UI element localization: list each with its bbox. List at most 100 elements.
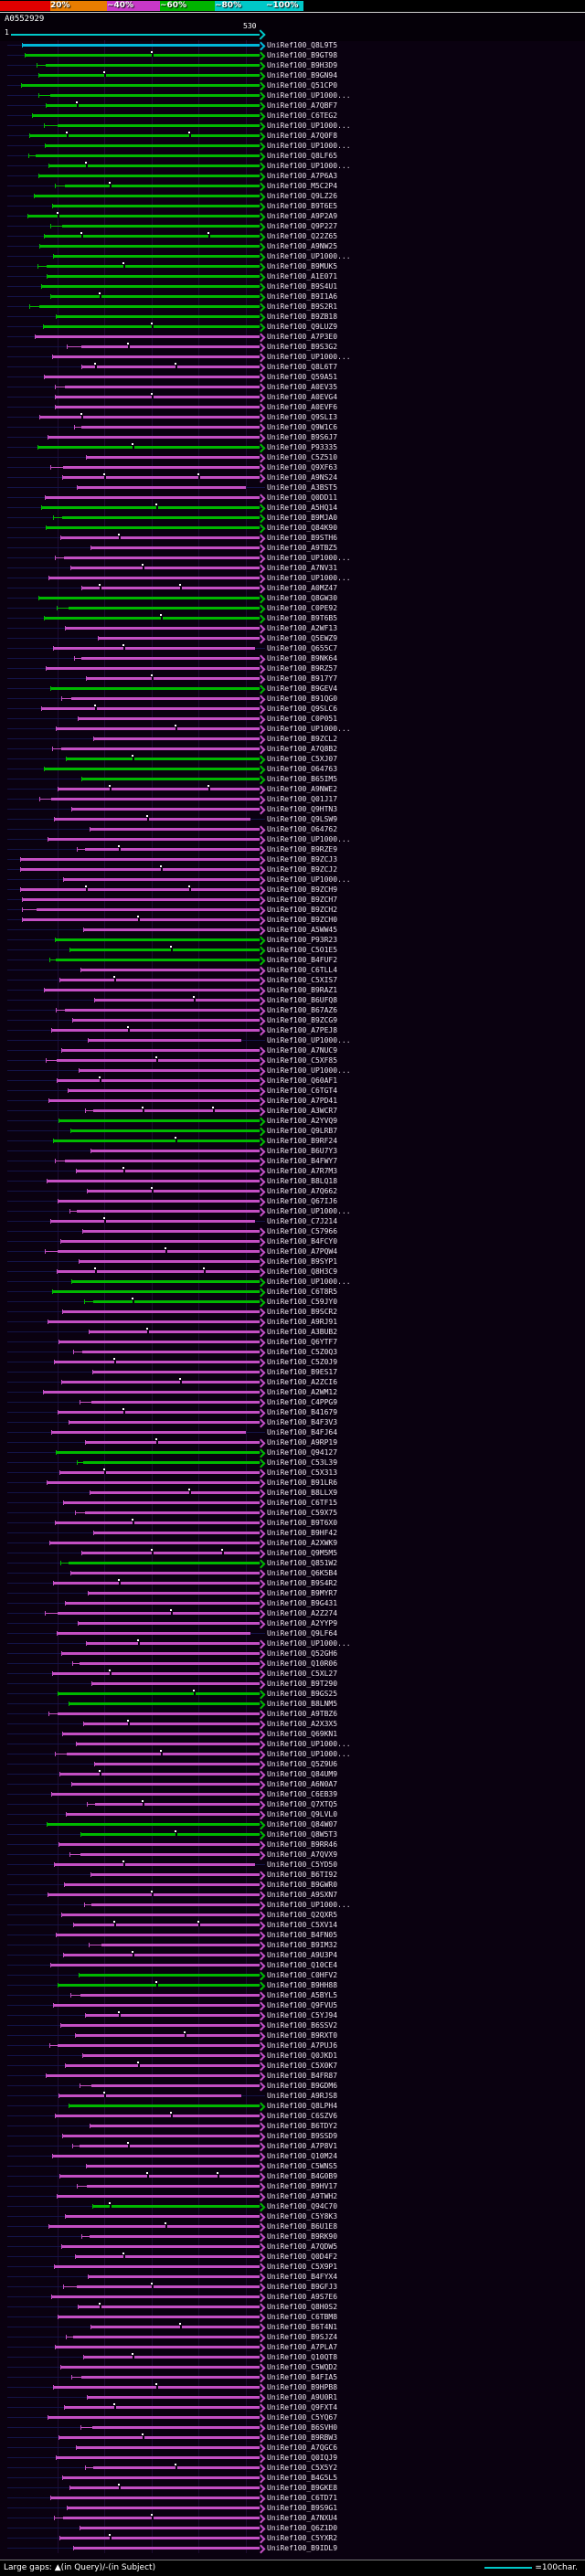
- hit-bar[interactable]: [55, 938, 261, 941]
- hit-label[interactable]: UniRef100_C5Z0Q3: [267, 1348, 338, 1356]
- alignment-row[interactable]: UniRef100_A7QVX9: [0, 1850, 585, 1860]
- hit-bar[interactable]: [45, 2074, 261, 2077]
- hit-bar[interactable]: [53, 818, 251, 821]
- hit-label[interactable]: UniRef100_B8LQ18: [267, 1177, 338, 1185]
- hit-bar[interactable]: [91, 1682, 261, 1685]
- alignment-row[interactable]: UniRef100_B9GDM6: [0, 2081, 585, 2092]
- hit-bar[interactable]: [37, 446, 261, 449]
- hit-bar[interactable]: [90, 1401, 261, 1404]
- alignment-row[interactable]: UniRef100_A7NV31: [0, 563, 585, 574]
- hit-bar[interactable]: [84, 1441, 261, 1444]
- alignment-row[interactable]: UniRef100_A7PQW4: [0, 1246, 585, 1257]
- hit-bar[interactable]: [46, 526, 261, 529]
- alignment-row[interactable]: UniRef100_B9GEV4: [0, 684, 585, 694]
- hit-label[interactable]: UniRef100_A2XWK9: [267, 1539, 338, 1547]
- alignment-row[interactable]: UniRef100_P93335: [0, 442, 585, 453]
- hit-label[interactable]: UniRef100_UP1000...: [267, 1639, 351, 1648]
- alignment-row[interactable]: UniRef100_Q9SLI3: [0, 412, 585, 423]
- hit-bar[interactable]: [46, 64, 261, 67]
- hit-bar[interactable]: [57, 1984, 261, 1987]
- hit-label[interactable]: UniRef100_A0EVG4: [267, 393, 338, 401]
- hit-bar[interactable]: [55, 727, 261, 730]
- hit-label[interactable]: UniRef100_UP1000...: [267, 1066, 351, 1075]
- alignment-row[interactable]: UniRef100_C5X0K7: [0, 2061, 585, 2072]
- hit-label[interactable]: UniRef100_Q0DD11: [267, 493, 338, 502]
- hit-label[interactable]: UniRef100_B4F3V3: [267, 1418, 338, 1426]
- alignment-row[interactable]: UniRef100_O64762: [0, 824, 585, 835]
- hit-bar[interactable]: [90, 2125, 261, 2127]
- hit-bar[interactable]: [93, 1300, 261, 1303]
- alignment-row[interactable]: UniRef100_C7J214: [0, 1216, 585, 1226]
- alignment-row[interactable]: UniRef100_B4F3V3: [0, 1417, 585, 1428]
- hit-label[interactable]: UniRef100_B9IDL9: [267, 2544, 338, 2552]
- hit-label[interactable]: UniRef100_Q9LUZ9: [267, 323, 338, 331]
- hit-bar[interactable]: [57, 1612, 261, 1615]
- hit-label[interactable]: UniRef100_A7QDW5: [267, 2242, 338, 2251]
- hit-label[interactable]: UniRef100_A7QBF7: [267, 101, 338, 110]
- hit-label[interactable]: UniRef100_B4FN05: [267, 1931, 338, 1939]
- hit-bar[interactable]: [90, 828, 261, 831]
- hit-label[interactable]: UniRef100_C6TD71: [267, 2494, 338, 2502]
- hit-bar[interactable]: [63, 466, 261, 469]
- alignment-row[interactable]: UniRef100_C6EB39: [0, 1789, 585, 1800]
- alignment-row[interactable]: UniRef100_C6TBM8: [0, 2312, 585, 2323]
- hit-bar[interactable]: [56, 1270, 261, 1273]
- hit-bar[interactable]: [57, 1411, 261, 1414]
- hit-bar[interactable]: [87, 1592, 261, 1595]
- alignment-row[interactable]: UniRef100_C6TGT4: [0, 1086, 585, 1097]
- hit-label[interactable]: UniRef100_B9ZCG9: [267, 1016, 338, 1024]
- hit-bar[interactable]: [93, 1532, 261, 1534]
- alignment-row[interactable]: UniRef100_C5YJ94: [0, 2010, 585, 2021]
- alignment-row[interactable]: UniRef100_B9GS25: [0, 1689, 585, 1700]
- alignment-row[interactable]: UniRef100_Q10R06: [0, 1659, 585, 1670]
- hit-bar[interactable]: [54, 2115, 261, 2117]
- hit-label[interactable]: UniRef100_A9TWH2: [267, 2192, 338, 2200]
- hit-label[interactable]: UniRef100_UP1000...: [267, 1277, 351, 1286]
- hit-label[interactable]: UniRef100_C59JY0: [267, 1298, 338, 1306]
- alignment-row[interactable]: UniRef100_Q8LPH4: [0, 2101, 585, 2112]
- alignment-row[interactable]: UniRef100_A2YVQ9: [0, 1116, 585, 1127]
- alignment-row[interactable]: UniRef100_A0EVG4: [0, 392, 585, 403]
- hit-label[interactable]: UniRef100_B4FCY0: [267, 1237, 338, 1246]
- alignment-row[interactable]: UniRef100_B9ZCL2: [0, 734, 585, 745]
- hit-bar[interactable]: [49, 2496, 261, 2499]
- hit-label[interactable]: UniRef100_A7P3E0: [267, 333, 338, 341]
- hit-bar[interactable]: [43, 235, 261, 238]
- hit-label[interactable]: UniRef100_A3WCR7: [267, 1107, 338, 1115]
- hit-label[interactable]: UniRef100_A7PUJ6: [267, 2041, 338, 2050]
- alignment-row[interactable]: UniRef100_C5YQ67: [0, 2412, 585, 2423]
- hit-label[interactable]: UniRef100_A2Z274: [267, 1609, 338, 1617]
- alignment-row[interactable]: UniRef100_Q8W5T3: [0, 1829, 585, 1840]
- alignment-row[interactable]: UniRef100_C59JY0: [0, 1297, 585, 1308]
- hit-label[interactable]: UniRef100_Q5Z9U6: [267, 1760, 338, 1768]
- hit-bar[interactable]: [55, 2456, 261, 2459]
- alignment-row[interactable]: UniRef100_Q8GW30: [0, 593, 585, 604]
- hit-label[interactable]: UniRef100_Q0JKD1: [267, 2051, 338, 2060]
- hit-bar[interactable]: [70, 1129, 261, 1132]
- alignment-row[interactable]: UniRef100_C6TLL4: [0, 965, 585, 976]
- alignment-row[interactable]: UniRef100_UP1000...: [0, 1065, 585, 1076]
- hit-label[interactable]: UniRef100_C5YD50: [267, 1860, 338, 1869]
- hit-bar[interactable]: [53, 2265, 261, 2268]
- hit-bar[interactable]: [80, 587, 261, 589]
- hit-label[interactable]: UniRef100_Q9SLC6: [267, 705, 338, 713]
- hit-bar[interactable]: [55, 1451, 261, 1454]
- alignment-row[interactable]: UniRef100_UP1000...: [0, 1900, 585, 1911]
- alignment-row[interactable]: UniRef100_A7P6A3: [0, 171, 585, 182]
- hit-label[interactable]: UniRef100_Q9LSW9: [267, 815, 338, 823]
- hit-bar[interactable]: [80, 657, 261, 660]
- hit-bar[interactable]: [52, 1582, 261, 1585]
- hit-label[interactable]: UniRef100_A0EVF6: [267, 403, 338, 411]
- hit-label[interactable]: UniRef100_UP1000...: [267, 122, 351, 130]
- hit-bar[interactable]: [80, 2145, 261, 2147]
- hit-label[interactable]: UniRef100_C5XJ07: [267, 755, 338, 763]
- hit-bar[interactable]: [58, 1119, 261, 1122]
- hit-label[interactable]: UniRef100_Q6K5B4: [267, 1569, 338, 1577]
- hit-label[interactable]: UniRef100_B9G431: [267, 1599, 338, 1607]
- hit-label[interactable]: UniRef100_C5WNS5: [267, 2162, 338, 2170]
- hit-label[interactable]: UniRef100_Q9LRB7: [267, 1127, 338, 1135]
- hit-bar[interactable]: [43, 989, 261, 991]
- hit-bar[interactable]: [74, 2255, 261, 2258]
- hit-bar[interactable]: [44, 144, 261, 147]
- alignment-row[interactable]: UniRef100_B4G5L5: [0, 2473, 585, 2484]
